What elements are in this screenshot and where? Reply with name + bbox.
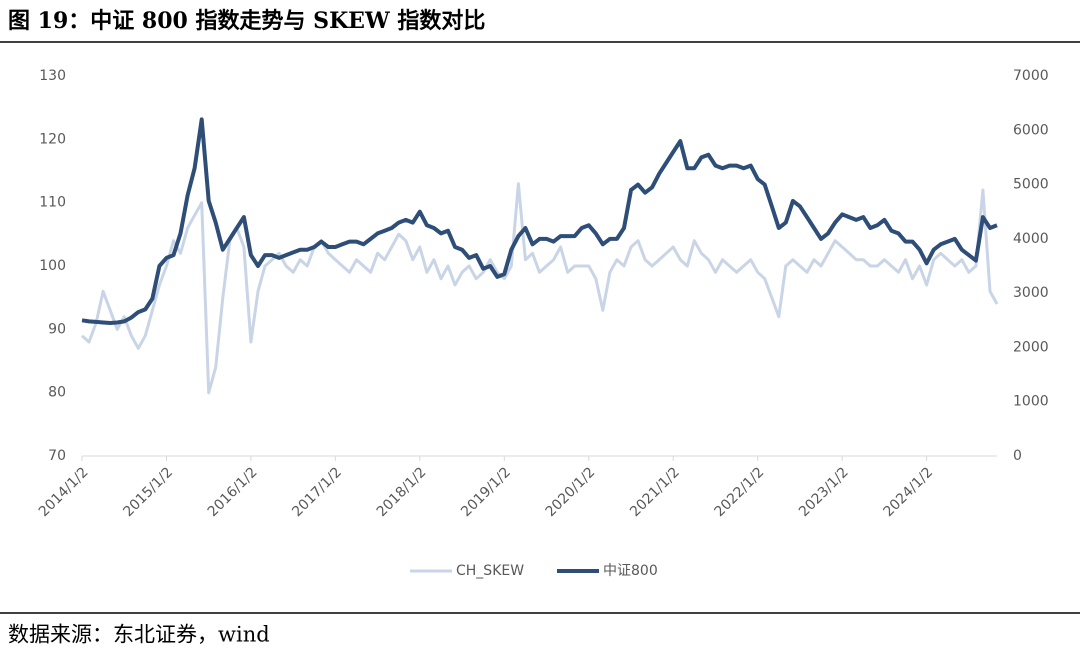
y-tick-label: 90 [48, 321, 66, 337]
x-tick-label: 2022/1/2 [712, 464, 768, 520]
x-tick-label: 2024/1/2 [880, 464, 936, 520]
series-line [80, 182, 999, 395]
y-tick-label: 80 [48, 385, 66, 401]
y-tick-label: 70 [48, 448, 66, 464]
y2-tick-label: 5000 [1013, 177, 1049, 193]
y2-tick-label: 0 [1013, 448, 1022, 464]
x-tick-label: 2020/1/2 [543, 464, 599, 520]
x-tick-label: 2019/1/2 [458, 464, 514, 520]
x-tick-label: 2015/1/2 [120, 464, 176, 520]
y-tick-label: 120 [39, 131, 66, 147]
legend-label: 中证800 [603, 563, 658, 579]
y-tick-label: 130 [39, 68, 66, 84]
chart-title: 图 19：中证 800 指数走势与 SKEW 指数对比 [8, 8, 485, 34]
series-line [81, 117, 998, 325]
x-tick-label: 2016/1/2 [205, 464, 261, 520]
y-tick-label: 100 [39, 258, 66, 274]
x-tick-label: 2018/1/2 [374, 464, 430, 520]
y2-tick-label: 1000 [1013, 394, 1049, 410]
y-tick-label: 110 [39, 195, 66, 211]
y2-tick-label: 7000 [1013, 68, 1049, 84]
x-tick-label: 2023/1/2 [796, 464, 852, 520]
y2-tick-label: 3000 [1013, 285, 1049, 301]
legend-label: CH_SKEW [456, 563, 524, 579]
x-tick-label: 2014/1/2 [36, 464, 92, 520]
y2-tick-label: 4000 [1013, 231, 1049, 247]
x-tick-label: 2021/1/2 [627, 464, 683, 520]
y2-tick-label: 6000 [1013, 122, 1049, 138]
y2-tick-label: 2000 [1013, 339, 1049, 355]
x-tick-label: 2017/1/2 [289, 464, 345, 520]
source: 数据来源：东北证券，wind [8, 623, 270, 647]
